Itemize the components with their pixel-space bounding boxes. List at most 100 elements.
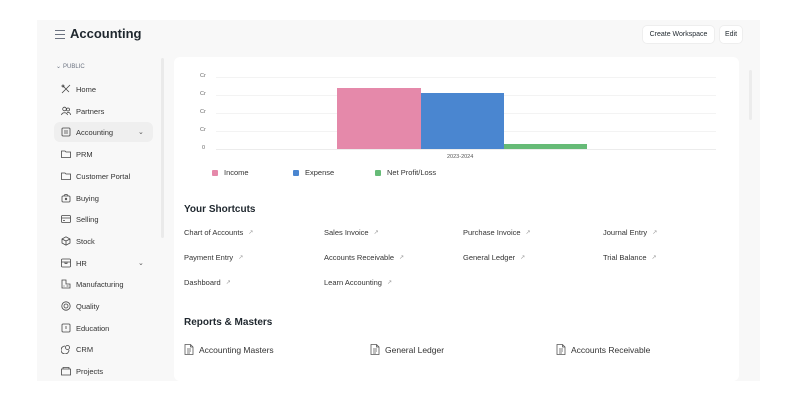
external-arrow-icon: ↗ xyxy=(248,230,254,236)
factory-icon xyxy=(61,279,71,289)
sidebar-item-accounting[interactable]: Accounting ⌄ xyxy=(54,122,153,142)
chevron-down-icon[interactable]: ⌄ xyxy=(138,129,144,136)
tools-icon xyxy=(61,84,71,94)
sidebar-item-label: Manufacturing xyxy=(76,279,124,289)
shortcut-chart-of-accounts[interactable]: Chart of Accounts ↗ xyxy=(184,228,253,237)
legend-swatch xyxy=(212,169,218,176)
shortcut-dashboard[interactable]: Dashboard ↗ xyxy=(184,278,231,287)
workspace-content: Cr Cr Cr Cr 0 2023-2024 Income Expense xyxy=(174,57,739,381)
crm-icon xyxy=(61,344,71,354)
external-arrow-icon: ↗ xyxy=(651,255,657,261)
edit-button[interactable]: Edit xyxy=(720,26,742,43)
sidebar-item-projects[interactable]: Projects xyxy=(54,361,153,381)
sidebar-item-label: Quality xyxy=(76,301,100,311)
y-tick-label: Cr xyxy=(200,73,206,79)
briefcase-icon xyxy=(61,258,71,268)
sidebar-item-label: CRM xyxy=(76,344,94,354)
shortcut-label: Purchase Invoice xyxy=(463,228,521,237)
shortcut-label: Trial Balance xyxy=(603,253,647,262)
sidebar-item-manufacturing[interactable]: Manufacturing xyxy=(54,274,153,294)
external-arrow-icon: ↗ xyxy=(238,255,244,261)
shortcut-general-ledger[interactable]: General Ledger ↗ xyxy=(463,253,525,262)
x-axis xyxy=(216,149,716,150)
sidebar-section-label: PUBLIC xyxy=(63,63,85,70)
sidebar-item-prm[interactable]: PRM xyxy=(54,144,153,164)
report-label: General Ledger xyxy=(385,344,445,355)
shortcut-accounts-receivable[interactable]: Accounts Receivable ↗ xyxy=(324,253,404,262)
shortcut-label: Learn Accounting xyxy=(324,278,382,287)
sidebar-item-label: Customer Portal xyxy=(76,171,131,181)
x-tick-label: 2023-2024 xyxy=(447,154,474,160)
bar-net-profit-loss[interactable] xyxy=(504,144,587,149)
main-scrollbar[interactable] xyxy=(749,70,752,120)
sidebar-item-partners[interactable]: Partners xyxy=(54,101,153,121)
sidebar-item-hr[interactable]: HR ⌄ xyxy=(54,253,153,273)
shortcut-journal-entry[interactable]: Journal Entry ↗ xyxy=(603,228,657,237)
external-arrow-icon: ↗ xyxy=(520,255,526,261)
legend-swatch xyxy=(293,169,299,176)
folder-icon xyxy=(61,171,71,181)
top-bar: Accounting Create Workspace Edit xyxy=(37,20,760,50)
shortcut-label: Dashboard xyxy=(184,278,221,287)
sidebar-item-label: Selling xyxy=(76,214,99,224)
folder-icon xyxy=(61,149,71,159)
shortcut-learn-accounting[interactable]: Learn Accounting ↗ xyxy=(324,278,392,287)
external-arrow-icon: ↗ xyxy=(652,230,658,236)
sidebar-item-customer-portal[interactable]: Customer Portal xyxy=(54,166,153,186)
sidebar-item-label: Education xyxy=(76,323,110,333)
sidebar-item-stock[interactable]: Stock xyxy=(54,231,153,251)
bar-income[interactable] xyxy=(337,88,421,149)
report-accounting-masters[interactable]: Accounting Masters xyxy=(184,344,274,355)
sidebar-scrollbar[interactable] xyxy=(161,58,164,238)
project-folder-icon xyxy=(61,366,71,376)
legend-label: Expense xyxy=(305,168,335,177)
report-accounts-receivable[interactable]: Accounts Receivable xyxy=(556,344,650,355)
legend-label: Income xyxy=(224,168,249,177)
sidebar-item-buying[interactable]: Buying xyxy=(54,188,153,208)
shortcut-sales-invoice[interactable]: Sales Invoice ↗ xyxy=(324,228,379,237)
page-title: Accounting xyxy=(70,26,142,41)
sidebar-item-home[interactable]: Home xyxy=(54,79,153,99)
report-label: Accounting Masters xyxy=(199,344,274,355)
app-window: Accounting Create Workspace Edit ⌄ PUBLI… xyxy=(37,20,760,381)
legend-income[interactable]: Income xyxy=(212,168,249,177)
document-icon xyxy=(370,344,380,355)
external-arrow-icon: ↗ xyxy=(525,230,531,236)
y-tick-label: Cr xyxy=(200,91,206,97)
shopping-bag-icon xyxy=(61,193,71,203)
book-icon xyxy=(61,323,71,333)
sidebar-item-selling[interactable]: Selling xyxy=(54,209,153,229)
sidebar-item-quality[interactable]: Quality xyxy=(54,296,153,316)
create-workspace-button[interactable]: Create Workspace xyxy=(643,26,714,43)
shortcuts-title: Your Shortcuts xyxy=(184,204,256,215)
shortcut-label: Sales Invoice xyxy=(324,228,369,237)
calculator-icon xyxy=(61,127,71,137)
gridline xyxy=(216,77,716,78)
sidebar-section-public[interactable]: ⌄ PUBLIC xyxy=(56,63,85,71)
document-icon xyxy=(556,344,566,355)
sidebar-item-label: Buying xyxy=(76,193,99,203)
report-general-ledger[interactable]: General Ledger xyxy=(370,344,444,355)
shortcut-label: Chart of Accounts xyxy=(184,228,244,237)
sidebar-item-label: Partners xyxy=(76,106,105,116)
chevron-down-icon: ⌄ xyxy=(56,64,62,70)
y-tick-label: Cr xyxy=(200,109,206,115)
shortcut-purchase-invoice[interactable]: Purchase Invoice ↗ xyxy=(463,228,531,237)
report-label: Accounts Receivable xyxy=(571,344,651,355)
users-icon xyxy=(61,106,71,116)
hamburger-menu-icon[interactable] xyxy=(55,30,65,39)
chevron-down-icon[interactable]: ⌄ xyxy=(138,260,144,267)
sidebar: ⌄ PUBLIC Home Partners Accounting ⌄ PRM … xyxy=(52,58,167,381)
sidebar-item-education[interactable]: Education xyxy=(54,318,153,338)
external-arrow-icon: ↗ xyxy=(225,280,231,286)
shortcut-payment-entry[interactable]: Payment Entry ↗ xyxy=(184,253,243,262)
sidebar-item-crm[interactable]: CRM xyxy=(54,339,153,359)
legend-swatch xyxy=(375,169,381,176)
card-icon xyxy=(61,214,71,224)
badge-icon xyxy=(61,301,71,311)
legend-expense[interactable]: Expense xyxy=(293,168,334,177)
sidebar-item-label: Stock xyxy=(76,236,95,246)
bar-expense[interactable] xyxy=(421,93,504,149)
shortcut-trial-balance[interactable]: Trial Balance ↗ xyxy=(603,253,657,262)
legend-net-profit-loss[interactable]: Net Profit/Loss xyxy=(375,168,436,177)
